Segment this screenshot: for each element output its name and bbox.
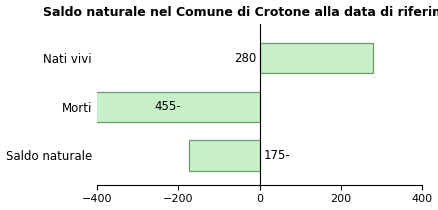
Text: 175-: 175-: [264, 149, 290, 162]
Title: Saldo naturale nel Comune di Crotone alla data di riferimento: Saldo naturale nel Comune di Crotone all…: [42, 5, 438, 18]
Bar: [189, 140, 260, 171]
Text: 455-: 455-: [154, 100, 180, 113]
Text: 280: 280: [234, 51, 256, 64]
Bar: [75, 92, 260, 122]
Bar: [260, 43, 373, 73]
